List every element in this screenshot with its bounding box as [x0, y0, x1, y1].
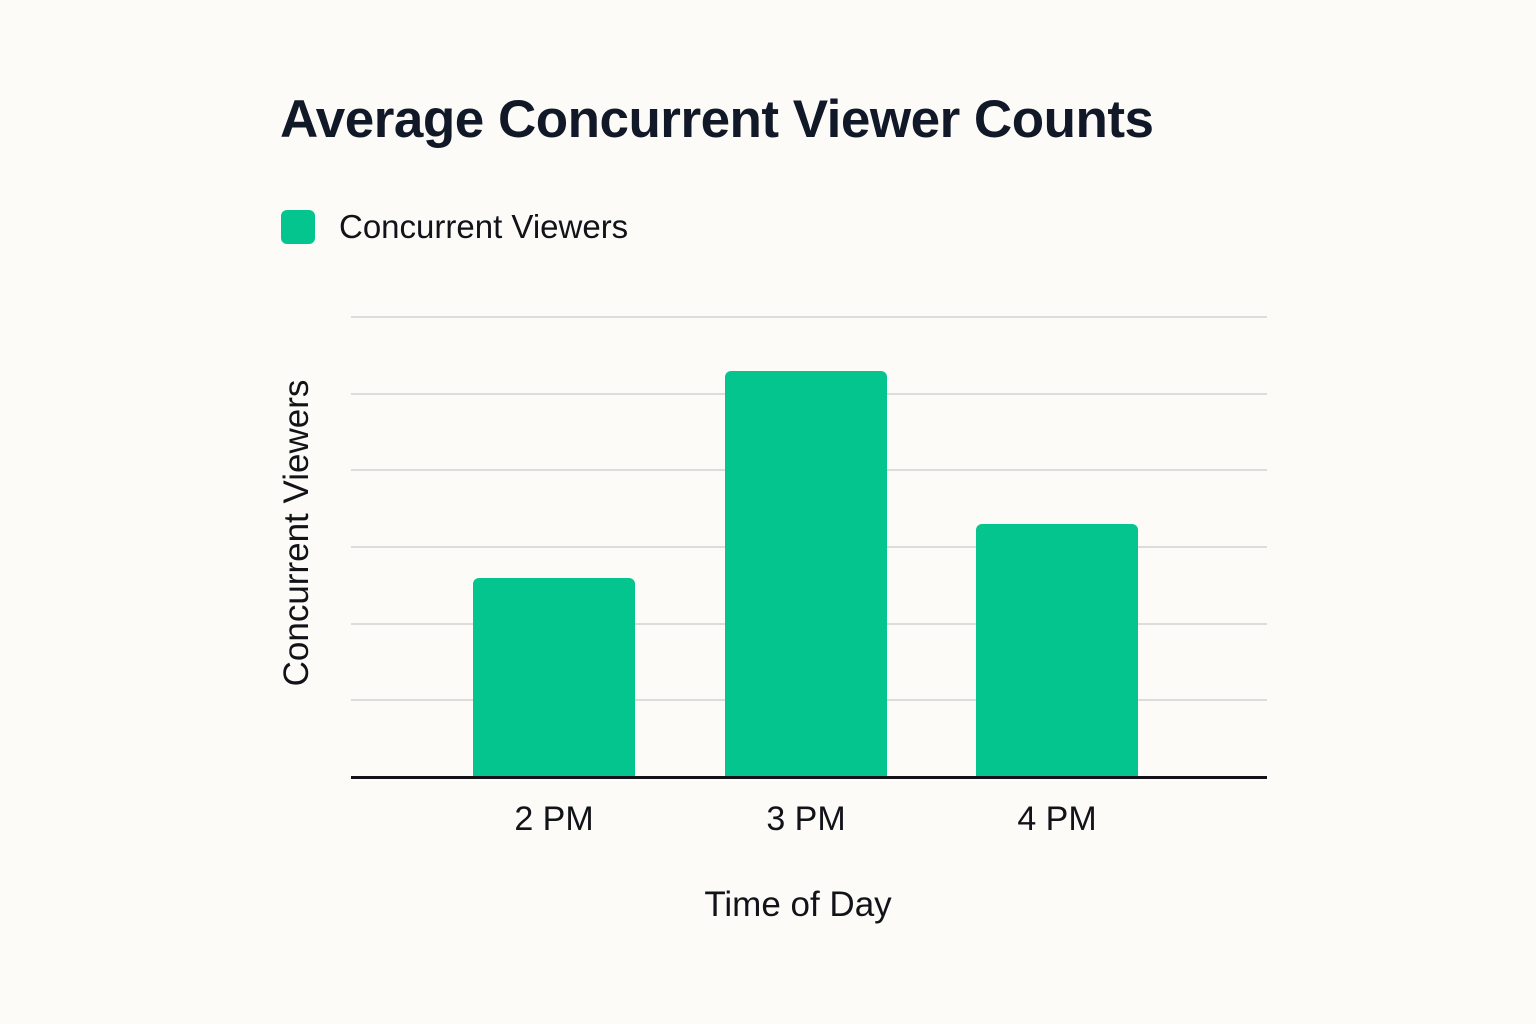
- bar: [725, 370, 887, 777]
- y-axis-label: Concurrent Viewers: [277, 379, 316, 687]
- x-tick-label: 3 PM: [766, 800, 846, 838]
- x-axis-line: [351, 776, 1267, 779]
- legend-swatch-icon: [281, 210, 315, 244]
- chart-title: Average Concurrent Viewer Counts: [280, 90, 1154, 149]
- legend-label: Concurrent Viewers: [339, 208, 629, 245]
- legend: Concurrent Viewers: [281, 208, 628, 246]
- bar: [473, 577, 635, 777]
- bar: [976, 524, 1138, 777]
- plot-area: [351, 316, 1267, 779]
- x-tick-label: 2 PM: [514, 800, 594, 838]
- x-tick-label: 4 PM: [1017, 800, 1097, 838]
- x-axis-label: Time of Day: [704, 885, 892, 924]
- gridline: [351, 316, 1267, 318]
